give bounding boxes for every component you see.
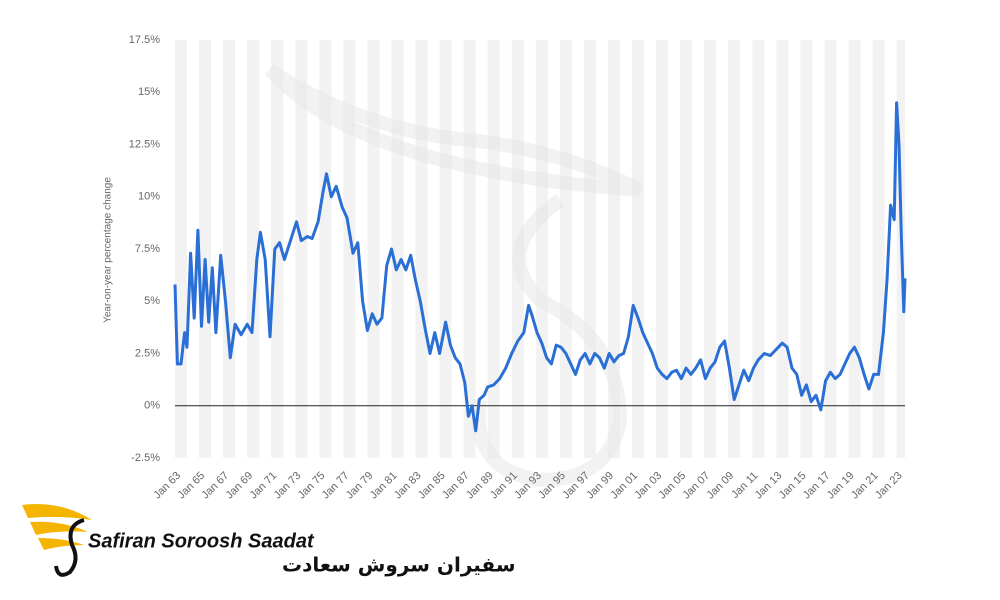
- line: [173, 101, 907, 433]
- band: [800, 40, 813, 458]
- band: [704, 40, 717, 458]
- band: [367, 40, 380, 458]
- x-tick-label: Jan 09: [705, 470, 737, 502]
- band: [559, 40, 572, 458]
- band: [824, 40, 837, 458]
- band: [607, 40, 620, 458]
- band: [175, 40, 188, 458]
- watermark: [264, 64, 644, 488]
- band: [319, 40, 332, 458]
- y-axis-label: Year-on-year percentage change: [103, 177, 114, 323]
- band: [656, 40, 669, 458]
- y-tick-label: 17.5%: [129, 34, 160, 46]
- band: [247, 40, 260, 458]
- logo: [22, 504, 92, 577]
- brand-name: Safiran Soroosh Saadat: [88, 530, 315, 552]
- x-tick-label: Jan 23: [873, 470, 905, 502]
- band: [535, 40, 548, 458]
- y-tick-label: 15%: [138, 86, 160, 98]
- y-tick-label: 12.5%: [129, 138, 160, 150]
- band: [848, 40, 861, 458]
- band: [728, 40, 741, 458]
- band: [776, 40, 789, 458]
- band: [271, 40, 284, 458]
- band: [223, 40, 236, 458]
- band: [439, 40, 452, 458]
- y-tick-label: -2.5%: [131, 452, 160, 464]
- band: [391, 40, 404, 458]
- band: [199, 40, 212, 458]
- y-tick-label: 10%: [138, 191, 160, 203]
- band: [872, 40, 885, 458]
- band: [343, 40, 356, 458]
- band: [415, 40, 428, 458]
- band: [632, 40, 645, 458]
- band: [583, 40, 596, 458]
- band: [295, 40, 308, 458]
- band: [487, 40, 500, 458]
- y-tick-label: 2.5%: [135, 347, 160, 359]
- y-tick-label: 5%: [144, 295, 160, 307]
- y-tick-label: 0%: [144, 400, 160, 412]
- band: [752, 40, 765, 458]
- band: [680, 40, 693, 458]
- y-tick-label: 7.5%: [135, 243, 160, 255]
- brand-name-fa: سفیران سروش سعادت: [282, 553, 516, 577]
